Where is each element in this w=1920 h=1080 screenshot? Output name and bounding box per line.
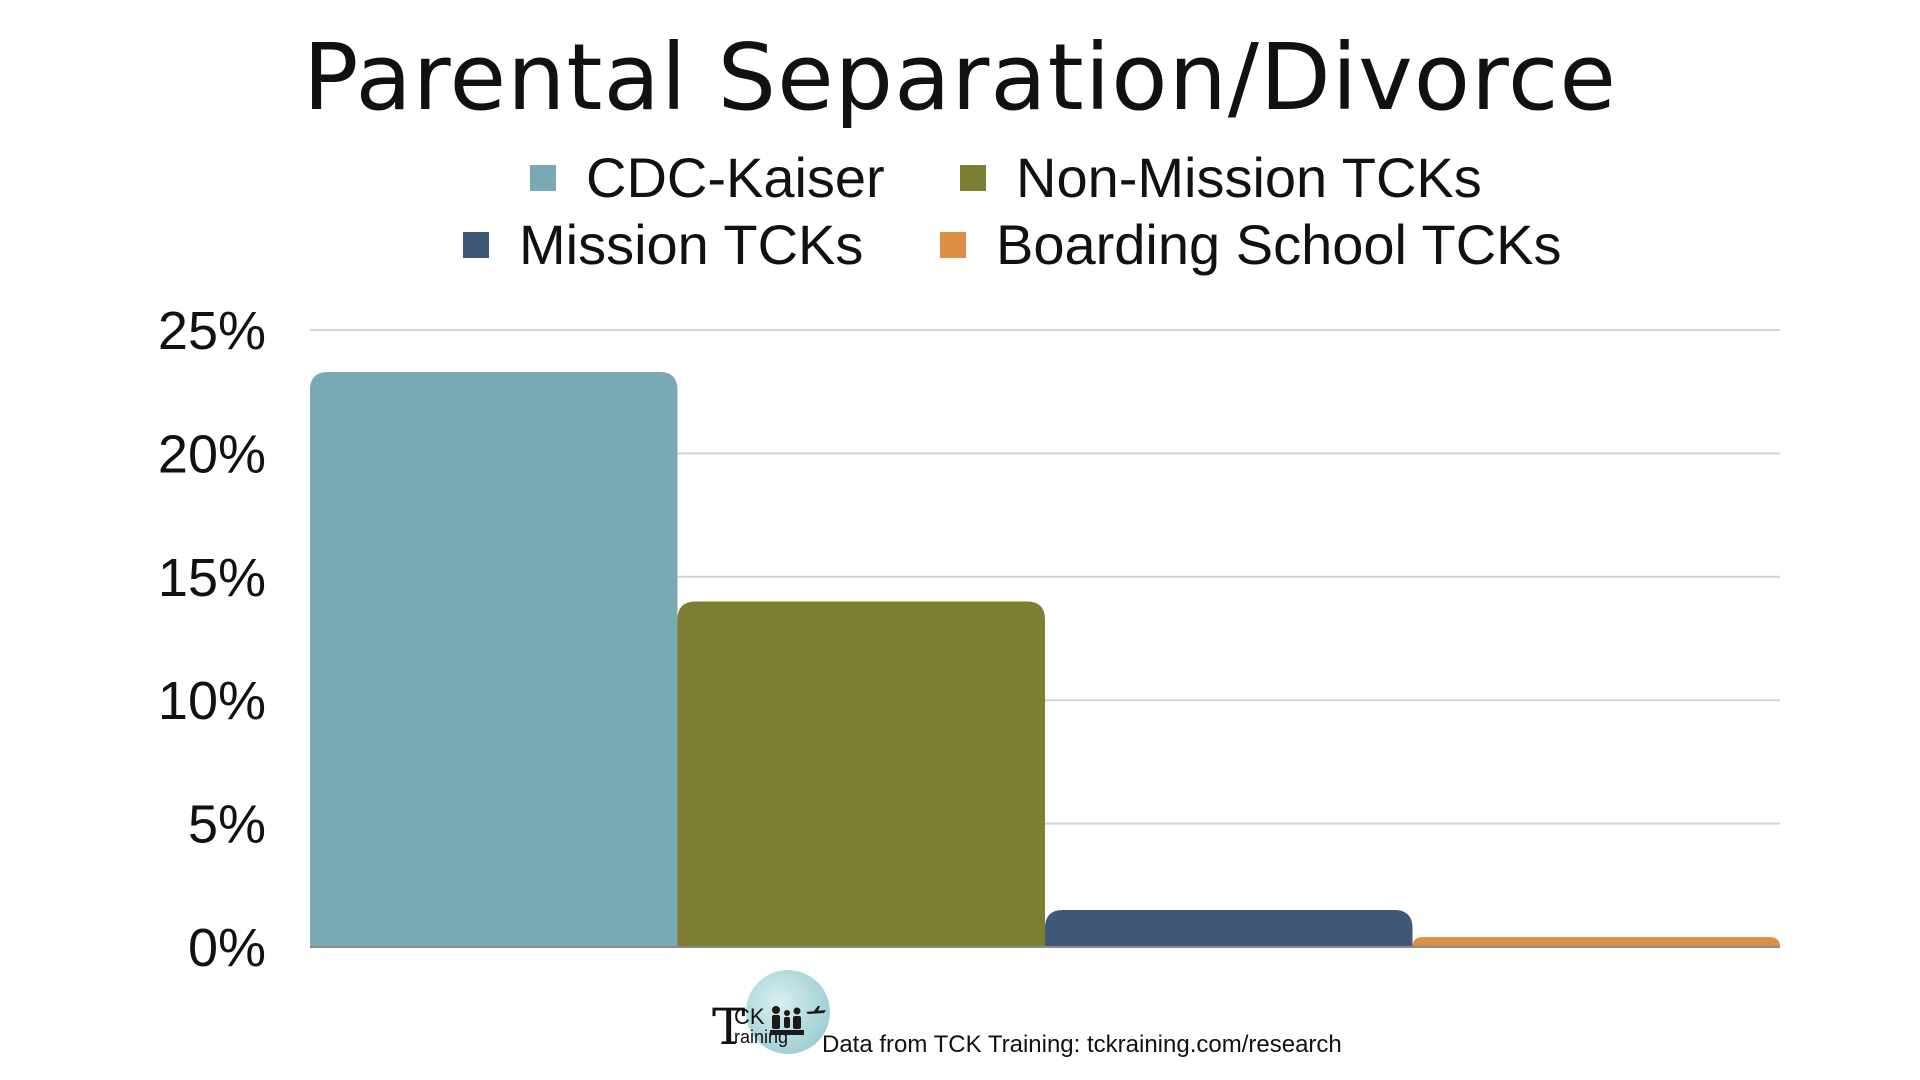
bar-boarding-school-tcks [1412, 937, 1780, 947]
bar-cdc-kaiser [310, 371, 678, 947]
legend-swatch-cdc-kaiser [530, 165, 556, 191]
bar-mission-tcks [1045, 909, 1413, 947]
bars [310, 371, 1780, 947]
y-tick-label: 10% [158, 671, 266, 731]
data-source-note: Data from TCK Training: tckraining.com/r… [822, 1031, 1342, 1058]
legend-label-non-mission-tcks: Non-Mission TCKs [1016, 146, 1482, 209]
legend-label-cdc-kaiser: CDC-Kaiser [586, 146, 885, 209]
y-tick-label: 5% [188, 795, 266, 855]
logo-upper-text: CK [734, 1004, 765, 1029]
tck-training-logo: T CK raining [710, 968, 830, 1064]
legend-row-2: Mission TCKs Boarding School TCKs [0, 210, 1920, 280]
y-tick-label: 20% [158, 424, 266, 484]
legend-swatch-boarding-school-tcks [940, 232, 966, 258]
legend-swatch-non-mission-tcks [960, 165, 986, 191]
chart-title: Parental Separation/Divorce [302, 24, 1617, 131]
y-tick-label: 15% [158, 548, 266, 608]
legend-label-mission-tcks: Mission TCKs [519, 213, 864, 276]
footer: T CK raining Data from TCK Training: tck… [710, 968, 1410, 1064]
legend-item-boarding-school-tcks: Boarding School TCKs [940, 210, 1562, 280]
legend-label-boarding-school-tcks: Boarding School TCKs [996, 213, 1562, 276]
legend-item-cdc-kaiser: CDC-Kaiser [530, 143, 885, 213]
y-axis-ticks: 0% 5% 10% 15% 20% 25% [158, 301, 266, 978]
bar-non-mission-tcks [677, 601, 1045, 947]
logo-letter: T [712, 998, 746, 1056]
legend: CDC-Kaiser Non-Mission TCKs [0, 143, 1920, 213]
legend-swatch-mission-tcks [463, 232, 489, 258]
y-tick-label: 25% [158, 301, 266, 361]
family-people-icon [770, 1006, 826, 1035]
y-tick-label: 0% [188, 918, 266, 978]
legend-item-mission-tcks: Mission TCKs [463, 210, 863, 280]
legend-item-non-mission-tcks: Non-Mission TCKs [960, 143, 1482, 213]
